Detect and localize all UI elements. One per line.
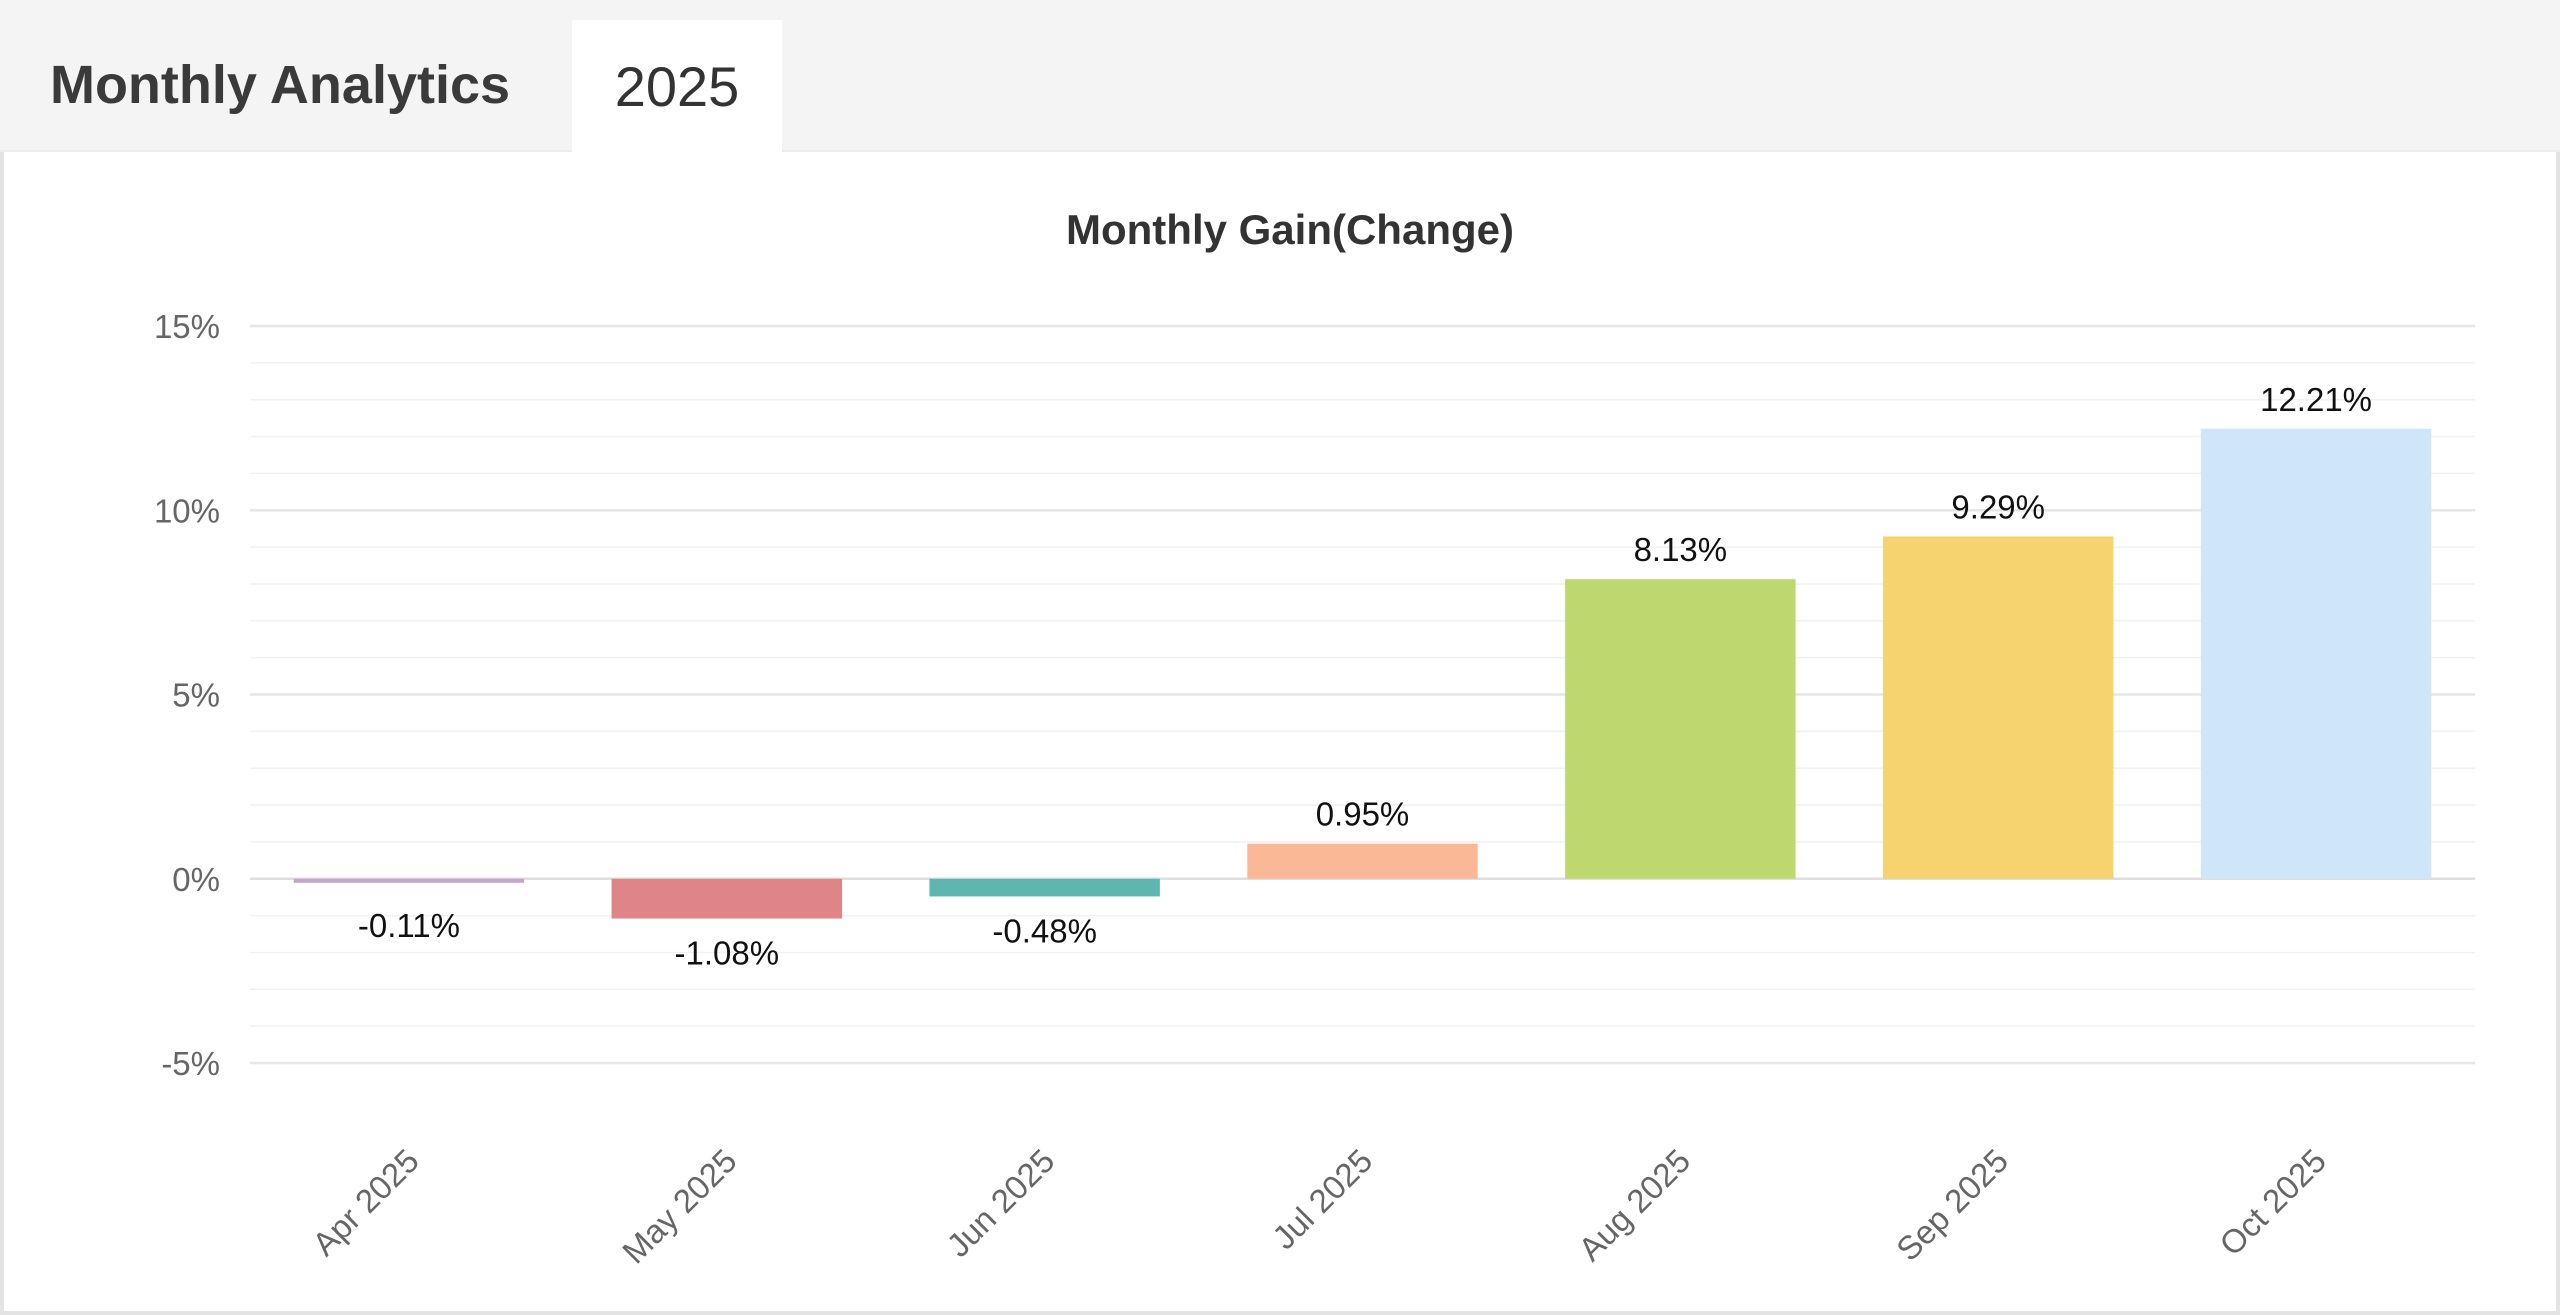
y-tick-label: 15% — [154, 308, 220, 345]
bar-jun-2025[interactable] — [929, 878, 1160, 897]
x-tick-label: Apr 2025 — [305, 1142, 426, 1263]
bar-jul-2025[interactable] — [1247, 843, 1478, 879]
x-tick-label: May 2025 — [615, 1142, 744, 1271]
monthly-gain-chart: 15% 10% 5% 0% -5% -0.11% Apr 2025 -1.08% May 202… — [154, 206, 2475, 1271]
bar-value-label: 9.29% — [1951, 488, 2045, 525]
x-tick-label: Jun 2025 — [939, 1142, 1061, 1264]
x-tick-label: Oct 2025 — [2212, 1142, 2333, 1263]
chart-grid — [250, 324, 2475, 1065]
bar-value-label: 8.13% — [1634, 531, 1728, 568]
bar-value-label: 0.95% — [1316, 796, 1410, 833]
bar-aug-2025[interactable] — [1565, 579, 1796, 879]
chart-bars — [293, 428, 2432, 919]
chart-title: Monthly Gain(Change) — [1066, 206, 1514, 253]
tab-bar: Monthly Analytics 2025 — [0, 0, 2560, 152]
bar-value-label: -0.48% — [992, 912, 1097, 949]
bar-value-label: 12.21% — [2260, 381, 2372, 418]
tab-year-2025[interactable]: 2025 — [572, 20, 782, 152]
x-tick-label: Aug 2025 — [1571, 1142, 1697, 1268]
bar-oct-2025[interactable] — [2200, 428, 2432, 879]
y-tick-label: -5% — [161, 1045, 220, 1082]
y-tick-label: 10% — [154, 492, 220, 529]
tab-monthly-analytics[interactable]: Monthly Analytics — [49, 55, 511, 115]
bar-may-2025[interactable] — [611, 878, 843, 919]
x-tick-label: Sep 2025 — [1889, 1142, 2015, 1268]
bar-value-label: -0.11% — [358, 907, 460, 944]
y-tick-label: 5% — [172, 677, 220, 714]
bar-apr-2025[interactable] — [293, 878, 525, 883]
bar-sep-2025[interactable] — [1882, 536, 2114, 879]
x-tick-label: Jul 2025 — [1265, 1142, 1379, 1256]
bar-value-label: -1.08% — [675, 935, 780, 972]
y-tick-label: 0% — [172, 861, 220, 898]
